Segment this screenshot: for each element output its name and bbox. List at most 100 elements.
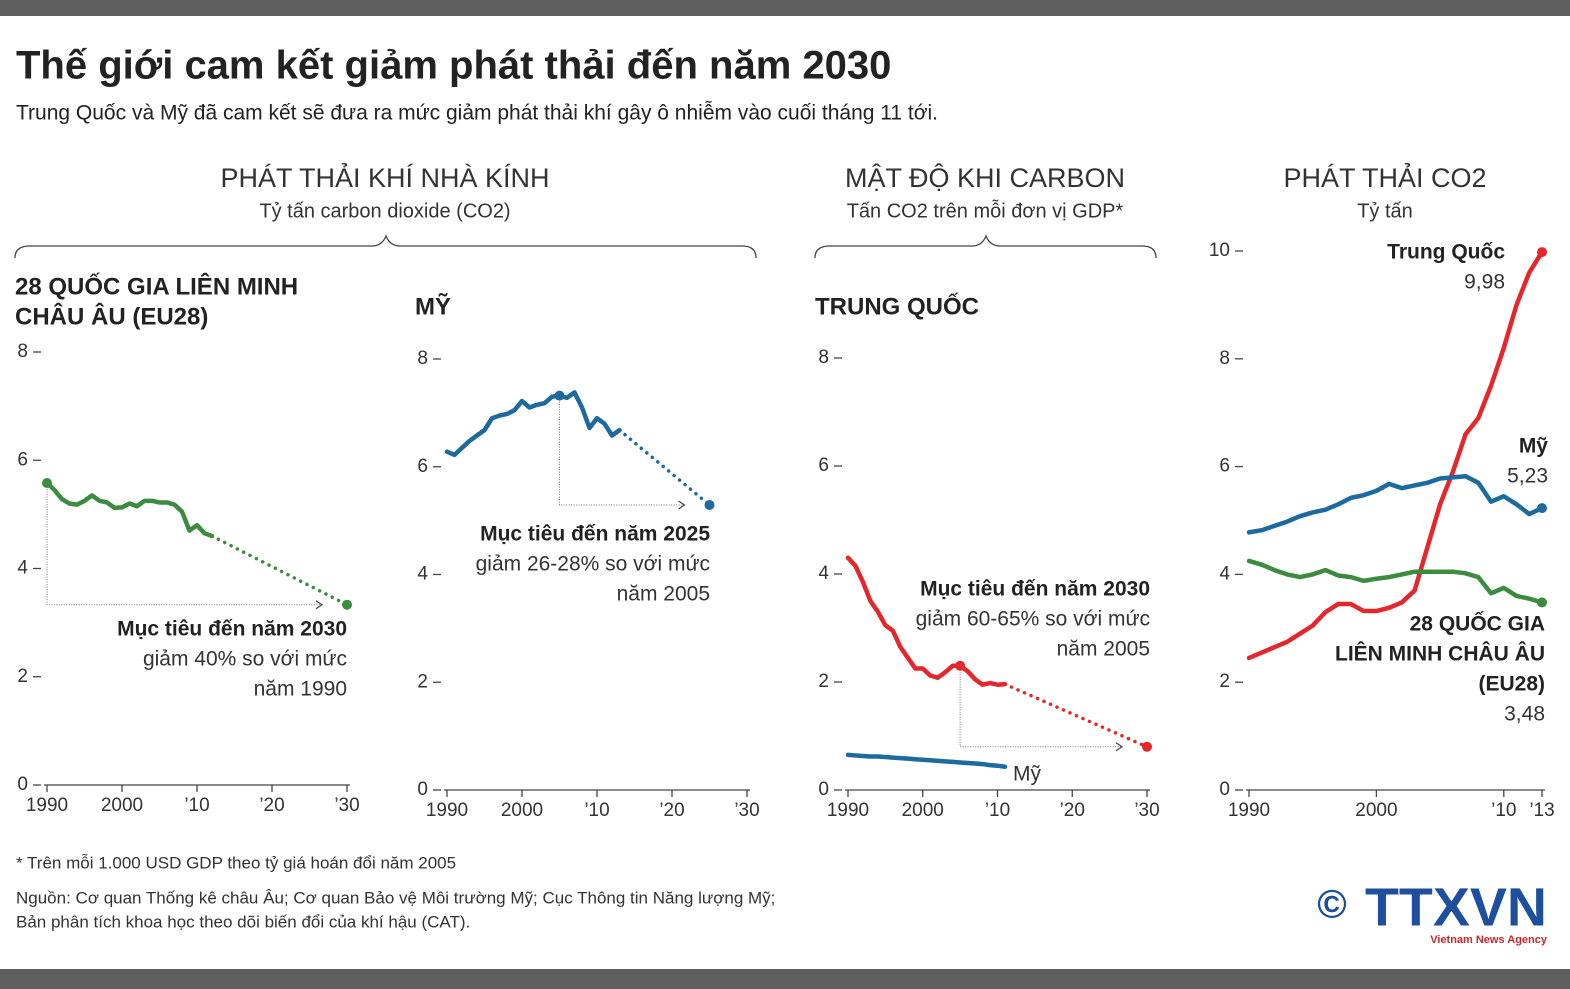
- section-subtitle: Tỷ tấn: [1357, 200, 1413, 222]
- target-line: [1003, 682, 1149, 749]
- chart-title: 28 QUỐC GIA LIÊN MINH: [15, 272, 298, 300]
- y-tick-label: 0: [17, 774, 28, 795]
- annotation-bracket: [559, 401, 685, 506]
- copyright: ©: [1317, 883, 1346, 927]
- target-point: [704, 500, 715, 511]
- y-tick-label: 8: [1219, 348, 1230, 369]
- y-tick-label: 6: [17, 449, 28, 470]
- end-point: [1537, 597, 1547, 608]
- y-tick-label: 8: [818, 347, 829, 368]
- data-line: [1246, 249, 1545, 661]
- x-tick-label: ’20: [1060, 800, 1085, 821]
- base-point: [554, 390, 565, 401]
- annotation-text: giảm 60-65% so với mức: [916, 608, 1150, 631]
- series-label: 28 QUỐC GIA: [1410, 612, 1545, 636]
- y-tick-label: 2: [818, 671, 829, 692]
- section-subtitle: Tỷ tấn carbon dioxide (CO2): [259, 200, 510, 222]
- y-tick-label: 8: [17, 341, 28, 362]
- y-tick-label: 6: [1219, 456, 1230, 477]
- x-tick-label: ’30: [734, 800, 759, 821]
- x-tick-label: ’10: [184, 795, 209, 816]
- annotation-title: Mục tiêu đến năm 2025: [480, 523, 710, 546]
- data-line: [845, 555, 1008, 687]
- data-line: [44, 480, 215, 539]
- value-label: 9,98: [1464, 271, 1505, 294]
- series-label: Trung Quốc: [1387, 241, 1505, 264]
- annotation-text: năm 1990: [254, 678, 347, 701]
- y-tick-label: 4: [818, 563, 829, 584]
- section-title: PHÁT THẢI CO2: [1283, 161, 1486, 193]
- annotation-bracket: [959, 671, 1122, 748]
- section-title: MẬT ĐỘ KHI CARBON: [845, 162, 1125, 193]
- target-line: [210, 534, 349, 607]
- logo: TTXVN: [1365, 877, 1547, 937]
- y-tick-label: 8: [417, 348, 428, 369]
- data-line: [444, 390, 622, 458]
- logo-subtitle: Vietnam News Agency: [1430, 934, 1548, 946]
- series-label: (EU28): [1478, 673, 1545, 696]
- x-tick-label: ’10: [1491, 800, 1516, 821]
- y-tick-label: 6: [818, 455, 829, 476]
- y-tick-label: 2: [417, 671, 428, 692]
- section-subtitle: Tấn CO2 trên mỗi đơn vị GDP*: [847, 199, 1124, 222]
- annotation-text: giảm 40% so với mức: [143, 648, 347, 671]
- x-tick-label: 2000: [101, 795, 143, 816]
- chart-title: TRUNG QUỐC: [815, 292, 979, 320]
- y-tick-label: 4: [1219, 563, 1230, 584]
- arrowhead: [1115, 742, 1124, 752]
- x-tick-label: ’20: [259, 795, 284, 816]
- series-label: LIÊN MINH CHÂU ÂU: [1335, 642, 1545, 666]
- chart-title: CHÂU ÂU (EU28): [15, 302, 208, 330]
- y-tick-label: 0: [818, 779, 829, 800]
- x-tick-label: 2000: [1355, 800, 1397, 821]
- value-label: 3,48: [1504, 703, 1545, 726]
- source: Nguồn: Cơ quan Thống kê châu Âu; Cơ quan…: [16, 888, 775, 907]
- data-line: [1246, 474, 1545, 535]
- x-tick-label: 1990: [26, 795, 68, 816]
- x-tick-label: 1990: [827, 800, 869, 821]
- footnote: * Trên mỗi 1.000 USD GDP theo tỷ giá hoá…: [16, 853, 456, 872]
- target-line: [617, 428, 712, 507]
- annotation-title: Mục tiêu đến năm 2030: [117, 618, 347, 641]
- top-bar: [0, 0, 1570, 16]
- series-label: Mỹ: [1013, 762, 1041, 785]
- brace: [814, 234, 1157, 259]
- x-tick-label: ’30: [1134, 800, 1159, 821]
- chart-title: MỸ: [415, 292, 451, 320]
- x-tick-label: 1990: [426, 800, 468, 821]
- y-tick-label: 0: [417, 779, 428, 800]
- series-label: Mỹ: [1519, 435, 1548, 458]
- annotation-text: năm 2005: [1057, 638, 1150, 661]
- x-tick-label: ’13: [1529, 800, 1554, 821]
- y-tick-label: 4: [417, 564, 428, 585]
- x-tick-label: 2000: [902, 800, 944, 821]
- x-tick-label: ’10: [584, 800, 609, 821]
- annotation-text: giảm 26-28% so với mức: [476, 553, 710, 576]
- value-label: 5,23: [1507, 465, 1548, 488]
- title: Thế giới cam kết giảm phát thải đến năm …: [16, 44, 891, 88]
- x-tick-label: 2000: [501, 800, 543, 821]
- x-tick-label: ’20: [659, 800, 684, 821]
- bottom-bar: [0, 969, 1570, 989]
- arrowhead: [315, 600, 324, 610]
- y-tick-label: 2: [17, 666, 28, 687]
- end-point: [1537, 503, 1547, 514]
- annotation-bracket: [46, 488, 322, 606]
- base-point: [42, 477, 52, 488]
- source: Bản phân tích khoa học theo dõi biến đổi…: [16, 912, 470, 931]
- y-tick-label: 4: [17, 558, 28, 579]
- brace: [14, 234, 757, 259]
- x-tick-label: ’10: [985, 800, 1010, 821]
- y-tick-label: 10: [1209, 240, 1230, 261]
- target-point: [342, 599, 352, 610]
- data-line: [1246, 558, 1545, 605]
- x-tick-label: ’30: [334, 795, 359, 816]
- section-title: PHÁT THẢI KHÍ NHÀ KÍNH: [220, 161, 549, 193]
- y-tick-label: 6: [417, 456, 428, 477]
- end-point: [1537, 247, 1547, 258]
- annotation-text: năm 2005: [617, 583, 710, 606]
- data-line: [845, 752, 1008, 770]
- target-point: [1142, 741, 1152, 752]
- y-tick-label: 2: [1219, 671, 1230, 692]
